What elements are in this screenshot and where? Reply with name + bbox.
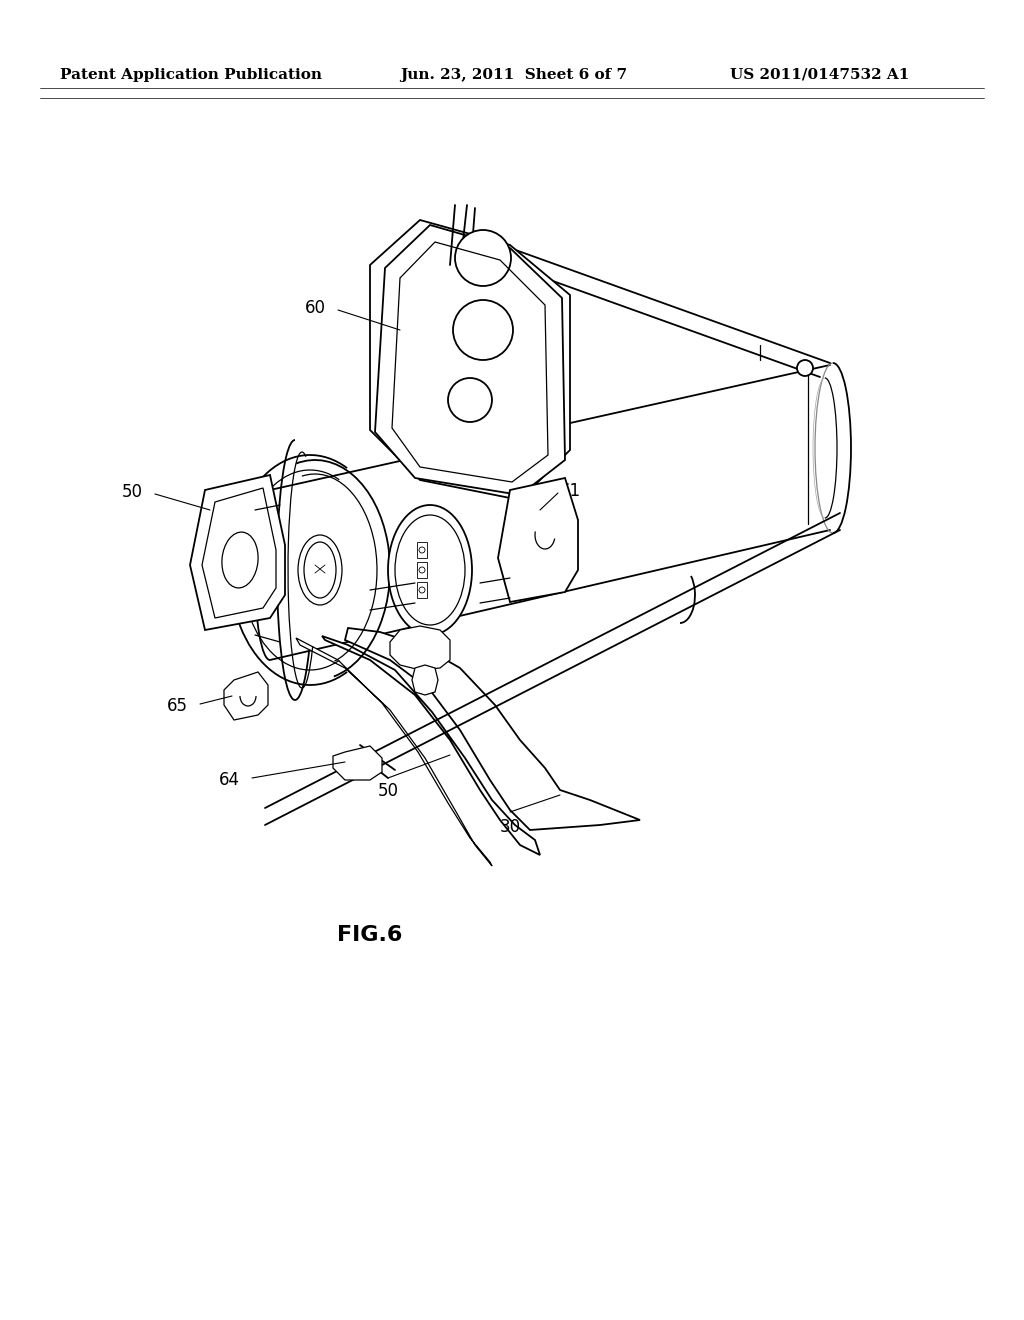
Circle shape xyxy=(455,230,511,286)
Circle shape xyxy=(419,587,425,593)
Ellipse shape xyxy=(388,506,472,635)
Ellipse shape xyxy=(222,532,258,587)
Text: 64: 64 xyxy=(219,771,240,789)
Polygon shape xyxy=(190,475,285,630)
Polygon shape xyxy=(417,562,427,578)
Ellipse shape xyxy=(304,543,336,598)
Text: 61: 61 xyxy=(560,482,582,500)
Text: 50: 50 xyxy=(122,483,143,502)
Polygon shape xyxy=(333,746,382,780)
Polygon shape xyxy=(412,665,438,696)
Polygon shape xyxy=(296,638,492,866)
Text: 65: 65 xyxy=(167,697,188,715)
Polygon shape xyxy=(417,543,427,558)
Polygon shape xyxy=(345,628,640,830)
Ellipse shape xyxy=(298,535,342,605)
Circle shape xyxy=(453,300,513,360)
Ellipse shape xyxy=(395,515,465,624)
Text: Patent Application Publication: Patent Application Publication xyxy=(60,69,322,82)
Text: 30: 30 xyxy=(500,818,520,836)
Polygon shape xyxy=(224,672,268,719)
Text: 60: 60 xyxy=(305,300,326,317)
Circle shape xyxy=(797,360,813,376)
Text: 50: 50 xyxy=(378,781,398,800)
Polygon shape xyxy=(375,224,565,495)
Text: Jun. 23, 2011  Sheet 6 of 7: Jun. 23, 2011 Sheet 6 of 7 xyxy=(400,69,627,82)
Circle shape xyxy=(449,378,492,422)
Circle shape xyxy=(419,568,425,573)
Circle shape xyxy=(419,546,425,553)
Polygon shape xyxy=(370,220,570,500)
Polygon shape xyxy=(322,636,540,855)
Polygon shape xyxy=(390,626,450,671)
Polygon shape xyxy=(498,478,578,602)
Text: FIG.6: FIG.6 xyxy=(337,925,402,945)
Polygon shape xyxy=(417,582,427,598)
Text: US 2011/0147532 A1: US 2011/0147532 A1 xyxy=(730,69,909,82)
